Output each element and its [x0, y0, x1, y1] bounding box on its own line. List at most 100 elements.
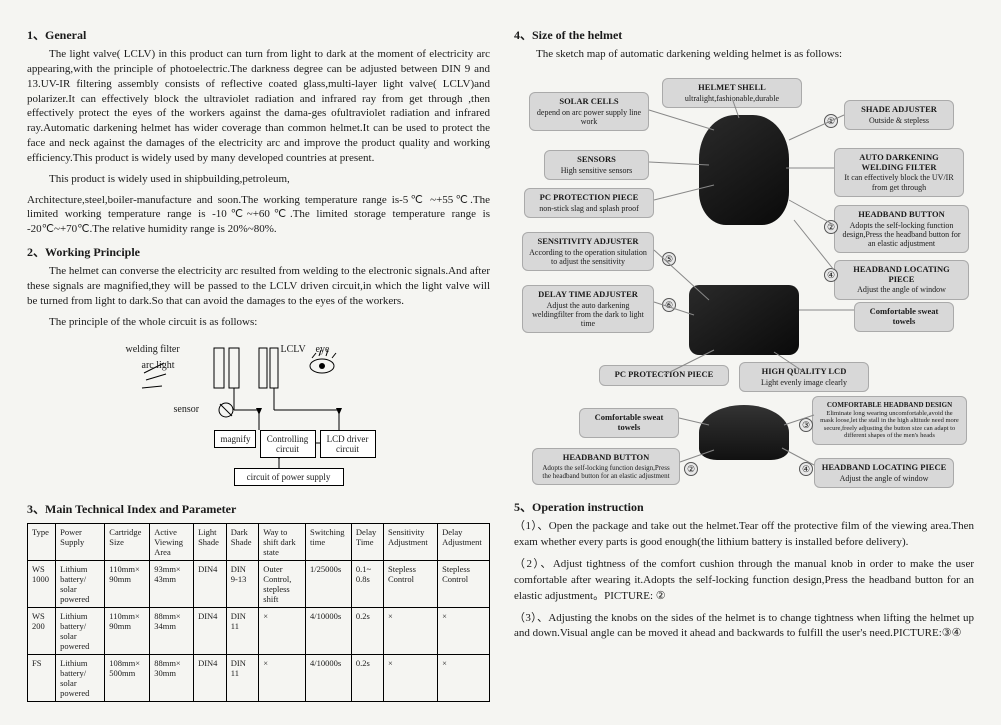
circle-6: ⑥	[662, 298, 676, 312]
op-instruction-2: （2）、Adjust tightness of the comfort cush…	[514, 557, 974, 605]
section-1-title: 1、General	[27, 26, 490, 43]
table-cell: Lithium battery/ solar powered	[56, 607, 105, 654]
table-cell: 0.2s	[351, 607, 383, 654]
table-cell: ×	[384, 607, 438, 654]
label-eye: eye	[316, 344, 330, 355]
callout-sensors: SENSORSHigh sensitive sensors	[544, 150, 649, 180]
callout-towels1: Comfortable sweat towels	[854, 302, 954, 333]
table-cell: DIN4	[194, 560, 227, 607]
circle-2b: ②	[684, 462, 698, 476]
right-column: 4、Size of the helmet The sketch map of a…	[502, 20, 986, 705]
label-welding-filter: welding filter	[126, 344, 180, 355]
callout-shell: HELMET SHELLultralight,fashionable,durab…	[662, 78, 802, 108]
table-cell: 4/10000s	[305, 607, 351, 654]
circle-3: ③	[799, 418, 813, 432]
label-lclv: LCLV	[281, 344, 306, 355]
section-1-para-1: The light valve( LCLV) in this product c…	[27, 47, 490, 166]
table-cell: Stepless Control	[384, 560, 438, 607]
section-2-title: 2、Working Principle	[27, 243, 490, 260]
table-cell: 88mm× 34mm	[150, 607, 194, 654]
section-3-title: 3、Main Technical Index and Parameter	[27, 500, 490, 517]
section-1-para-3: Architecture,steel,boiler-manufacture an…	[27, 193, 490, 238]
table-cell: ×	[259, 654, 306, 701]
table-row: WS 200Lithium battery/ solar powered110m…	[28, 607, 490, 654]
table-cell: ×	[438, 607, 490, 654]
section-5-title: 5、Operation instruction	[514, 498, 974, 515]
callout-locating2: HEADBAND LOCATING PIECEAdjust the angle …	[814, 458, 954, 488]
table-cell: FS	[28, 654, 56, 701]
table-header: Way to shift dark state	[259, 523, 306, 560]
table-header: Sensitivity Adjustment	[384, 523, 438, 560]
op-instruction-3: （3）、Adjusting the knobs on the sides of …	[514, 611, 974, 643]
table-cell: Lithium battery/ solar powered	[56, 654, 105, 701]
table-header: Type	[28, 523, 56, 560]
table-cell: 108mm× 500mm	[105, 654, 150, 701]
op-instruction-1: （1）、Open the package and take out the he…	[514, 519, 974, 551]
circle-1: ①	[824, 114, 838, 128]
section-2-para-1: The helmet can converse the electricity …	[27, 264, 490, 309]
table-cell: 4/10000s	[305, 654, 351, 701]
label-arc-light: arc light	[142, 360, 175, 371]
callout-solar: SOLAR CELLSdepend on arc power supply li…	[529, 92, 649, 131]
callout-pc2: PC PROTECTION PIECE	[599, 365, 729, 386]
section-4-para: The sketch map of automatic darkening we…	[514, 47, 974, 62]
table-cell: DIN 11	[226, 607, 259, 654]
circuit-diagram: welding filter arc light sensor LCLV eye…	[84, 338, 434, 488]
table-cell: 0.1~ 0.8s	[351, 560, 383, 607]
table-header: Switching time	[305, 523, 351, 560]
table-row: FSLithium battery/ solar powered108mm× 5…	[28, 654, 490, 701]
table-cell: ×	[384, 654, 438, 701]
section-4-title: 4、Size of the helmet	[514, 26, 974, 43]
table-cell: Stepless Control	[438, 560, 490, 607]
table-cell: Outer Control, stepless shift	[259, 560, 306, 607]
table-cell: WS 1000	[28, 560, 56, 607]
circle-2: ②	[824, 220, 838, 234]
table-cell: DIN 11	[226, 654, 259, 701]
table-header: Light Shade	[194, 523, 227, 560]
table-cell: 0.2s	[351, 654, 383, 701]
table-header: Power Supply	[56, 523, 105, 560]
box-controlling: Controlling circuit	[260, 430, 316, 458]
circle-4: ④	[824, 268, 838, 282]
callout-delay: DELAY TIME ADJUSTERAdjust the auto darke…	[522, 285, 654, 333]
callout-locating: HEADBAND LOCATING PIECEAdjust the angle …	[834, 260, 969, 300]
circle-4b: ④	[799, 462, 813, 476]
callout-lcd: HIGH QUALITY LCDLight evenly image clear…	[739, 362, 869, 392]
table-header: Delay Adjustment	[438, 523, 490, 560]
callout-shade: SHADE ADJUSTEROutside & stepless	[844, 100, 954, 130]
callout-filter: AUTO DARKENING WELDING FILTERIt can effe…	[834, 148, 964, 197]
table-header: Delay Time	[351, 523, 383, 560]
box-lcd-driver: LCD driver circuit	[320, 430, 376, 458]
callout-towels2: Comfortable sweat towels	[579, 408, 679, 439]
table-row: WS 1000Lithium battery/ solar powered110…	[28, 560, 490, 607]
left-column: 1、General The light valve( LCLV) in this…	[15, 20, 502, 705]
table-header: Active Viewing Area	[150, 523, 194, 560]
table-cell: 110mm× 90mm	[105, 607, 150, 654]
table-cell: 93mm× 43mm	[150, 560, 194, 607]
table-header: Dark Shade	[226, 523, 259, 560]
callout-comfort-design: COMFORTABLE HEADBAND DESIGNEliminate lon…	[812, 396, 967, 445]
table-cell: 88mm× 30mm	[150, 654, 194, 701]
table-cell: DIN4	[194, 607, 227, 654]
section-2-para-2: The principle of the whole circuit is as…	[27, 315, 490, 330]
spec-table: TypePower SupplyCartridge SizeActive Vie…	[27, 523, 490, 702]
callout-pc1: PC PROTECTION PIECEnon-stick slag and sp…	[524, 188, 654, 218]
table-cell: 1/25000s	[305, 560, 351, 607]
helmet-diagram: SOLAR CELLSdepend on arc power supply li…	[514, 70, 974, 490]
table-header: Cartridge Size	[105, 523, 150, 560]
callout-sens-adj: SENSITIVITY ADJUSTERAccording to the ope…	[522, 232, 654, 271]
table-cell: DIN4	[194, 654, 227, 701]
callout-headband-btn: HEADBAND BUTTONAdopts the self-locking f…	[834, 205, 969, 253]
section-1-para-2: This product is widely used in shipbuild…	[27, 172, 490, 187]
table-cell: ×	[259, 607, 306, 654]
table-cell: DIN 9-13	[226, 560, 259, 607]
table-cell: 110mm× 90mm	[105, 560, 150, 607]
box-power-supply: circuit of power supply	[234, 468, 344, 486]
box-magnify: magnify	[214, 430, 256, 448]
table-cell: Lithium battery/ solar powered	[56, 560, 105, 607]
table-cell: WS 200	[28, 607, 56, 654]
callout-headband-btn2: HEADBAND BUTTONAdopts the self-locking f…	[532, 448, 680, 485]
label-sensor: sensor	[174, 404, 200, 415]
circle-5: ⑤	[662, 252, 676, 266]
table-cell: ×	[438, 654, 490, 701]
